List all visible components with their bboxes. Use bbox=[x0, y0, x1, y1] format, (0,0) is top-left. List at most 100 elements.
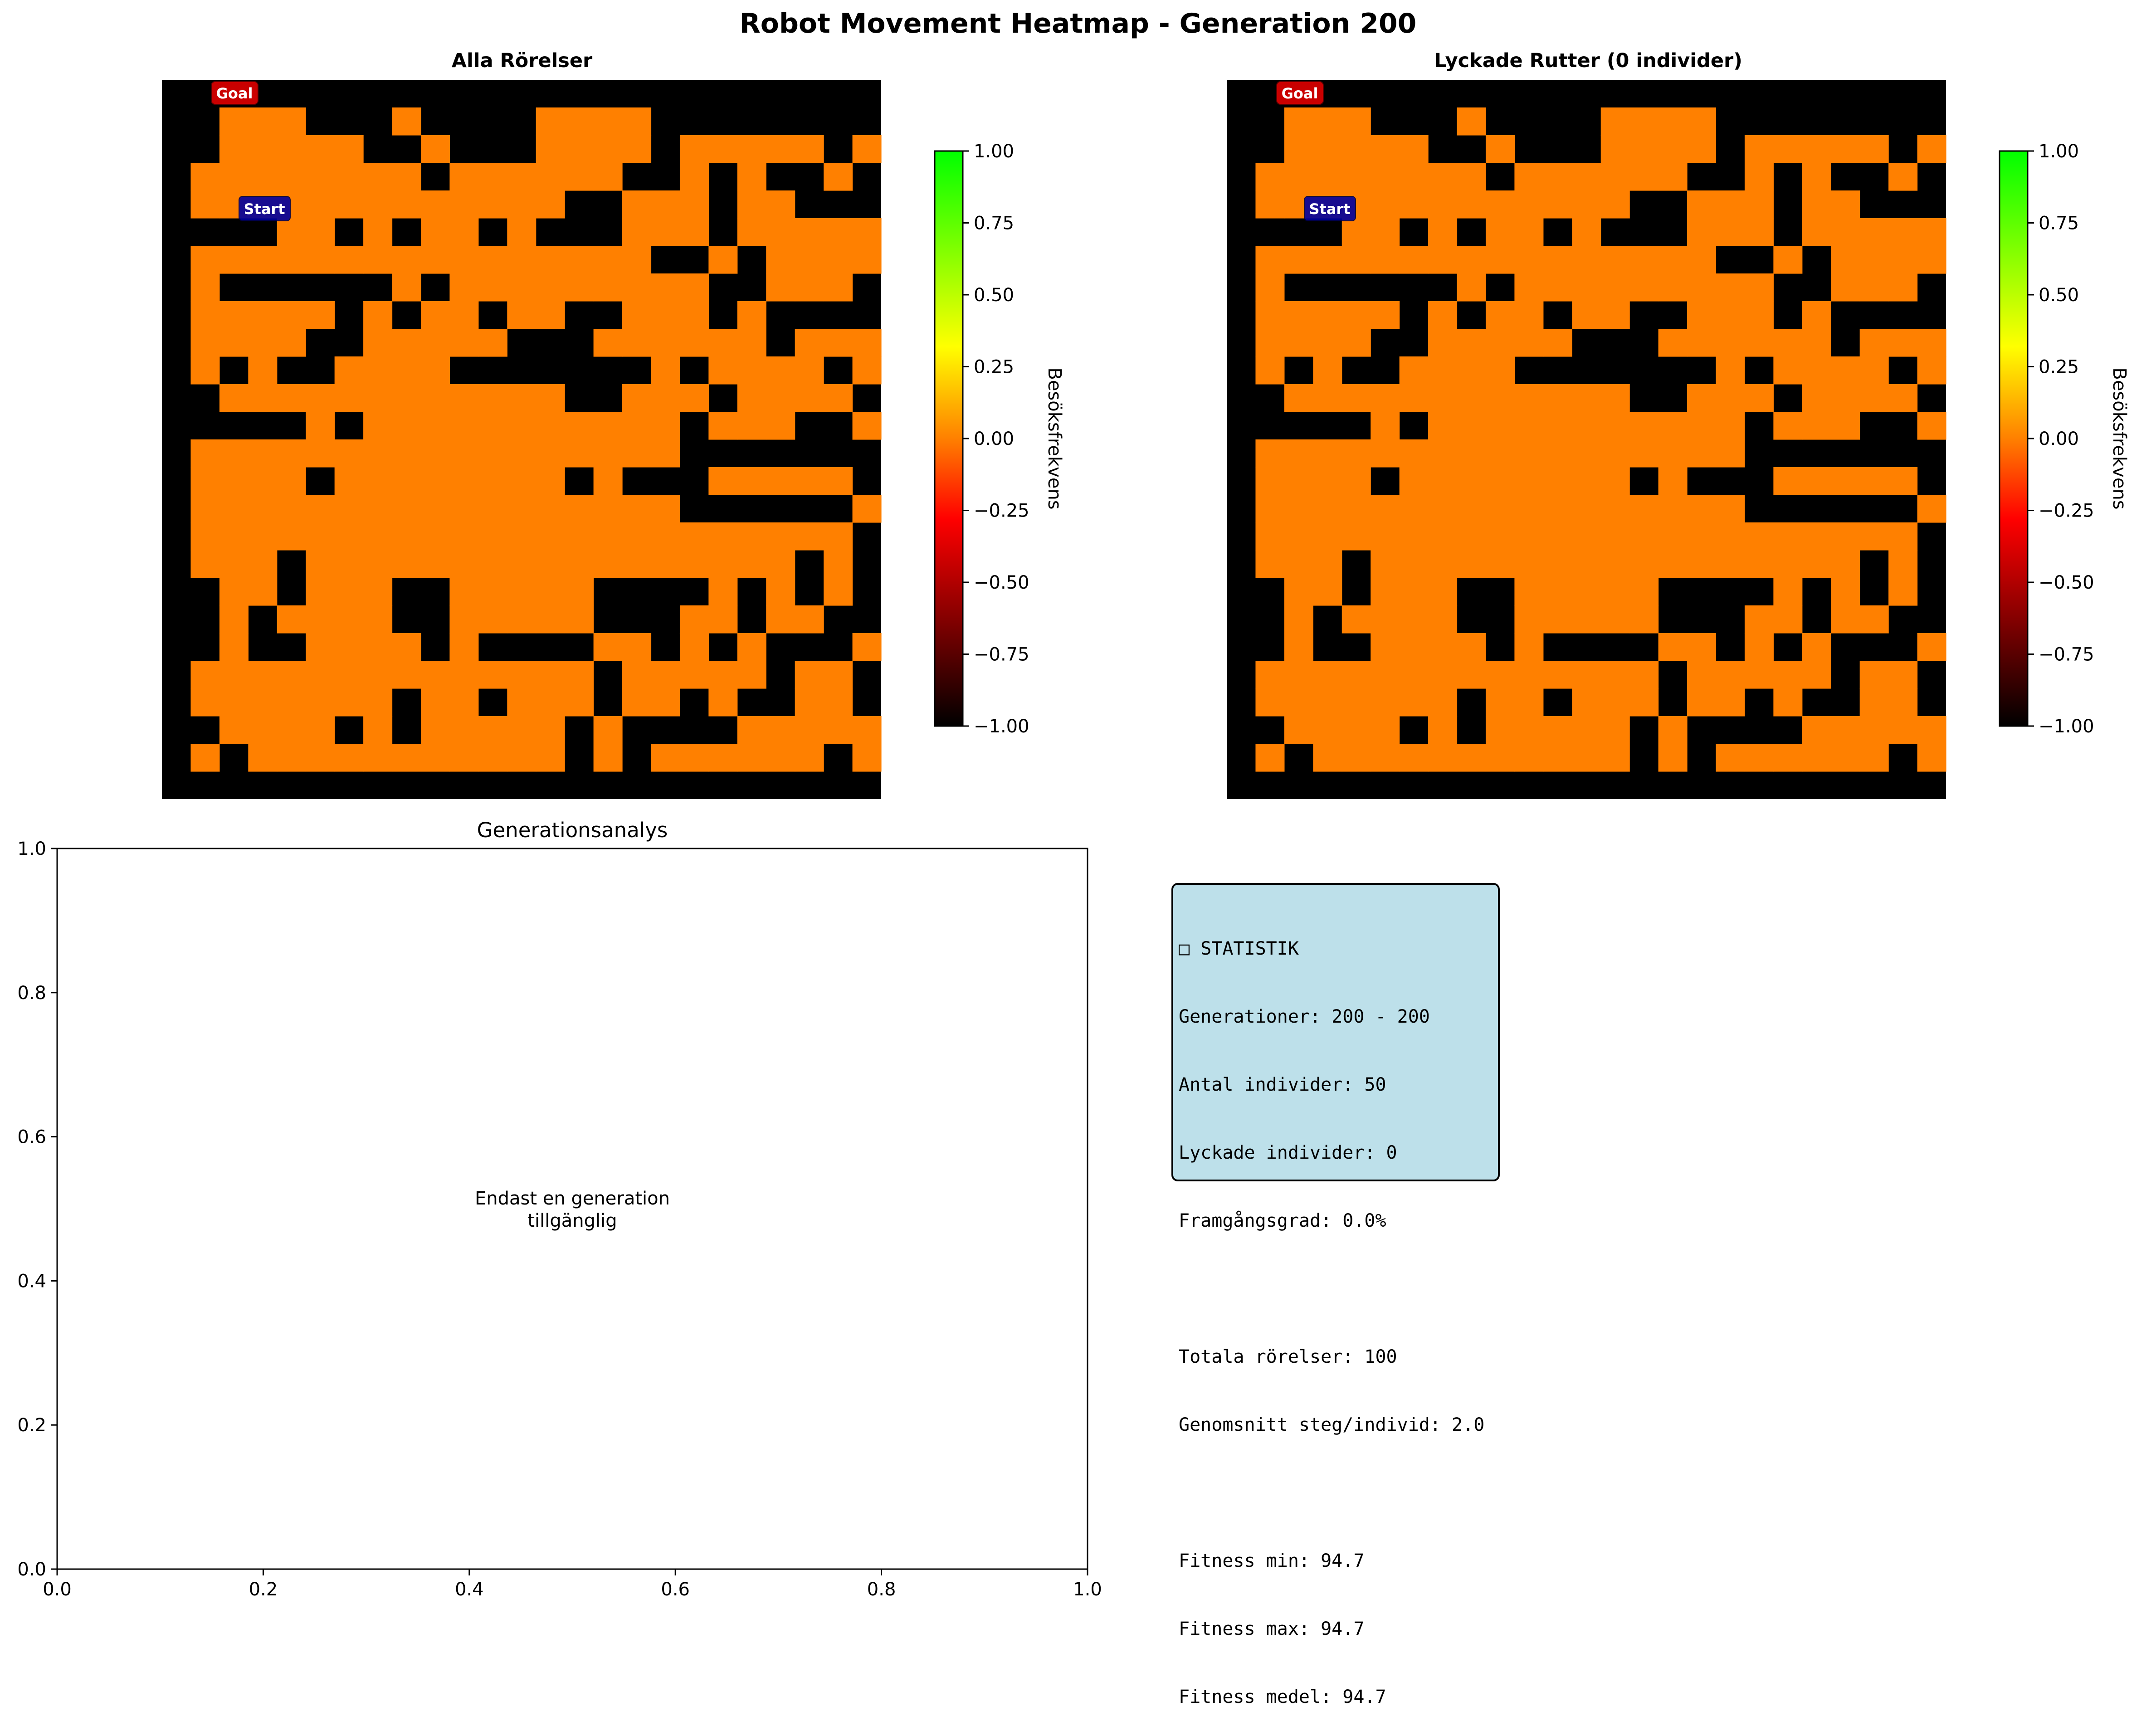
heatmap-cell bbox=[363, 329, 393, 357]
stat-line: Lyckade individer: 0 bbox=[1179, 1142, 1397, 1163]
heatmap-cell bbox=[1859, 467, 1889, 495]
heatmap-cell bbox=[392, 329, 421, 357]
heatmap-cell bbox=[1773, 605, 1803, 634]
heatmap-cell bbox=[679, 273, 709, 302]
heatmap-cell bbox=[679, 218, 709, 246]
heatmap-cell bbox=[1255, 163, 1285, 191]
heatmap-cell bbox=[1773, 467, 1803, 495]
heatmap-cell bbox=[392, 661, 421, 689]
heatmap-cell bbox=[1658, 412, 1688, 440]
heatmap-cell bbox=[651, 218, 680, 246]
heatmap-cell bbox=[306, 522, 335, 551]
heatmap-cell bbox=[1687, 633, 1717, 661]
heatmap-cell bbox=[1687, 218, 1717, 246]
colorbar-tick-label: 0.25 bbox=[2039, 357, 2079, 378]
heatmap-cell bbox=[1399, 522, 1429, 551]
heatmap-cell bbox=[1514, 661, 1544, 689]
heatmap-cell bbox=[478, 439, 507, 468]
heatmap-cell bbox=[248, 329, 278, 357]
heatmap-cell bbox=[1514, 467, 1544, 495]
heatmap-cell bbox=[1428, 439, 1458, 468]
heatmap-cell bbox=[1888, 163, 1918, 191]
heatmap-cell bbox=[1629, 135, 1659, 163]
heatmap-cell bbox=[1600, 135, 1630, 163]
goal-marker: Goal bbox=[1276, 81, 1324, 105]
heatmap-cell bbox=[1888, 329, 1918, 357]
heatmap-cell bbox=[363, 356, 393, 385]
heatmap-cell bbox=[1658, 439, 1688, 468]
heatmap-cell bbox=[1888, 273, 1918, 302]
heatmap-cell bbox=[565, 412, 594, 440]
heatmap-cell bbox=[1687, 384, 1717, 412]
heatmap-cell bbox=[334, 467, 364, 495]
colorbar-label: Besöksfrekvens bbox=[1044, 367, 1065, 509]
heatmap-cell bbox=[420, 661, 450, 689]
heatmap-cell bbox=[1543, 329, 1572, 357]
heatmap-cell bbox=[478, 329, 507, 357]
heatmap-cell bbox=[1572, 384, 1601, 412]
heatmap-cell bbox=[1917, 412, 1946, 440]
heatmap-cell bbox=[1744, 661, 1774, 689]
heatmap-cell bbox=[1371, 633, 1400, 661]
panel-successful: Lyckade Rutter (0 individer) Goal Start … bbox=[1227, 49, 2130, 799]
heatmap-cell bbox=[420, 439, 450, 468]
heatmap-cell bbox=[392, 439, 421, 468]
heatmap-cell bbox=[1572, 412, 1601, 440]
heatmap-cell bbox=[1457, 661, 1486, 689]
x-tick-label: 1.0 bbox=[1073, 1579, 1102, 1600]
heatmap-cell bbox=[651, 384, 680, 412]
heatmap-cell bbox=[795, 356, 824, 385]
colorbar-tick-label: 1.00 bbox=[2039, 141, 2079, 162]
heatmap-cell bbox=[1716, 329, 1745, 357]
heatmap-cell bbox=[1543, 605, 1572, 634]
heatmap-cell bbox=[1341, 744, 1371, 772]
heatmap-cell bbox=[1255, 661, 1285, 689]
heatmap-cell bbox=[1572, 190, 1601, 219]
heatmap-cell bbox=[622, 273, 652, 302]
heatmap-cell bbox=[766, 273, 795, 302]
colorbar-tick-label: −0.25 bbox=[974, 501, 1029, 522]
heatmap-cell bbox=[507, 273, 537, 302]
heatmap-cell bbox=[334, 744, 364, 772]
heatmap-cell bbox=[1313, 495, 1342, 523]
heatmap-cell bbox=[1658, 716, 1688, 744]
heatmap-cell bbox=[1371, 522, 1400, 551]
heatmap-cell bbox=[795, 522, 824, 551]
heatmap-cell bbox=[1543, 522, 1572, 551]
heatmap-cell bbox=[248, 246, 278, 274]
heatmap-cell bbox=[334, 246, 364, 274]
heatmap-cell bbox=[737, 163, 766, 191]
x-tick-label: 0.8 bbox=[867, 1579, 896, 1600]
heatmap-cell bbox=[277, 439, 306, 468]
heatmap-cell bbox=[277, 218, 306, 246]
heatmap-cell bbox=[1457, 495, 1486, 523]
heatmap-cell bbox=[1543, 439, 1572, 468]
heatmap-cell bbox=[1428, 633, 1458, 661]
heatmap-cell bbox=[420, 384, 450, 412]
heatmap-cell bbox=[1716, 550, 1745, 578]
heatmap-cell bbox=[1572, 744, 1601, 772]
start-marker: Start bbox=[239, 196, 291, 221]
maze-heatmap-successful bbox=[1227, 80, 1946, 799]
heatmap-cell bbox=[565, 550, 594, 578]
heatmap-cell bbox=[1514, 605, 1544, 634]
heatmap-cell bbox=[248, 550, 278, 578]
y-tick-label: 0.0 bbox=[17, 1559, 46, 1580]
heatmap-cell bbox=[420, 522, 450, 551]
heatmap-cell bbox=[449, 439, 479, 468]
heatmap-cell bbox=[1457, 412, 1486, 440]
heatmap-cell bbox=[1485, 439, 1515, 468]
heatmap-cell bbox=[190, 163, 220, 191]
heatmap-cell bbox=[1457, 273, 1486, 302]
heatmap-cell bbox=[795, 661, 824, 689]
heatmap-cell bbox=[852, 744, 882, 772]
heatmap-cell bbox=[1341, 439, 1371, 468]
heatmap-cell bbox=[1658, 273, 1688, 302]
heatmap-cell bbox=[766, 605, 795, 634]
heatmap-cell bbox=[1572, 522, 1601, 551]
heatmap-cell bbox=[1802, 135, 1831, 163]
heatmap-cell bbox=[219, 688, 249, 717]
heatmap-cell bbox=[1658, 633, 1688, 661]
heatmap-cell bbox=[420, 301, 450, 329]
heatmap-cell bbox=[651, 522, 680, 551]
